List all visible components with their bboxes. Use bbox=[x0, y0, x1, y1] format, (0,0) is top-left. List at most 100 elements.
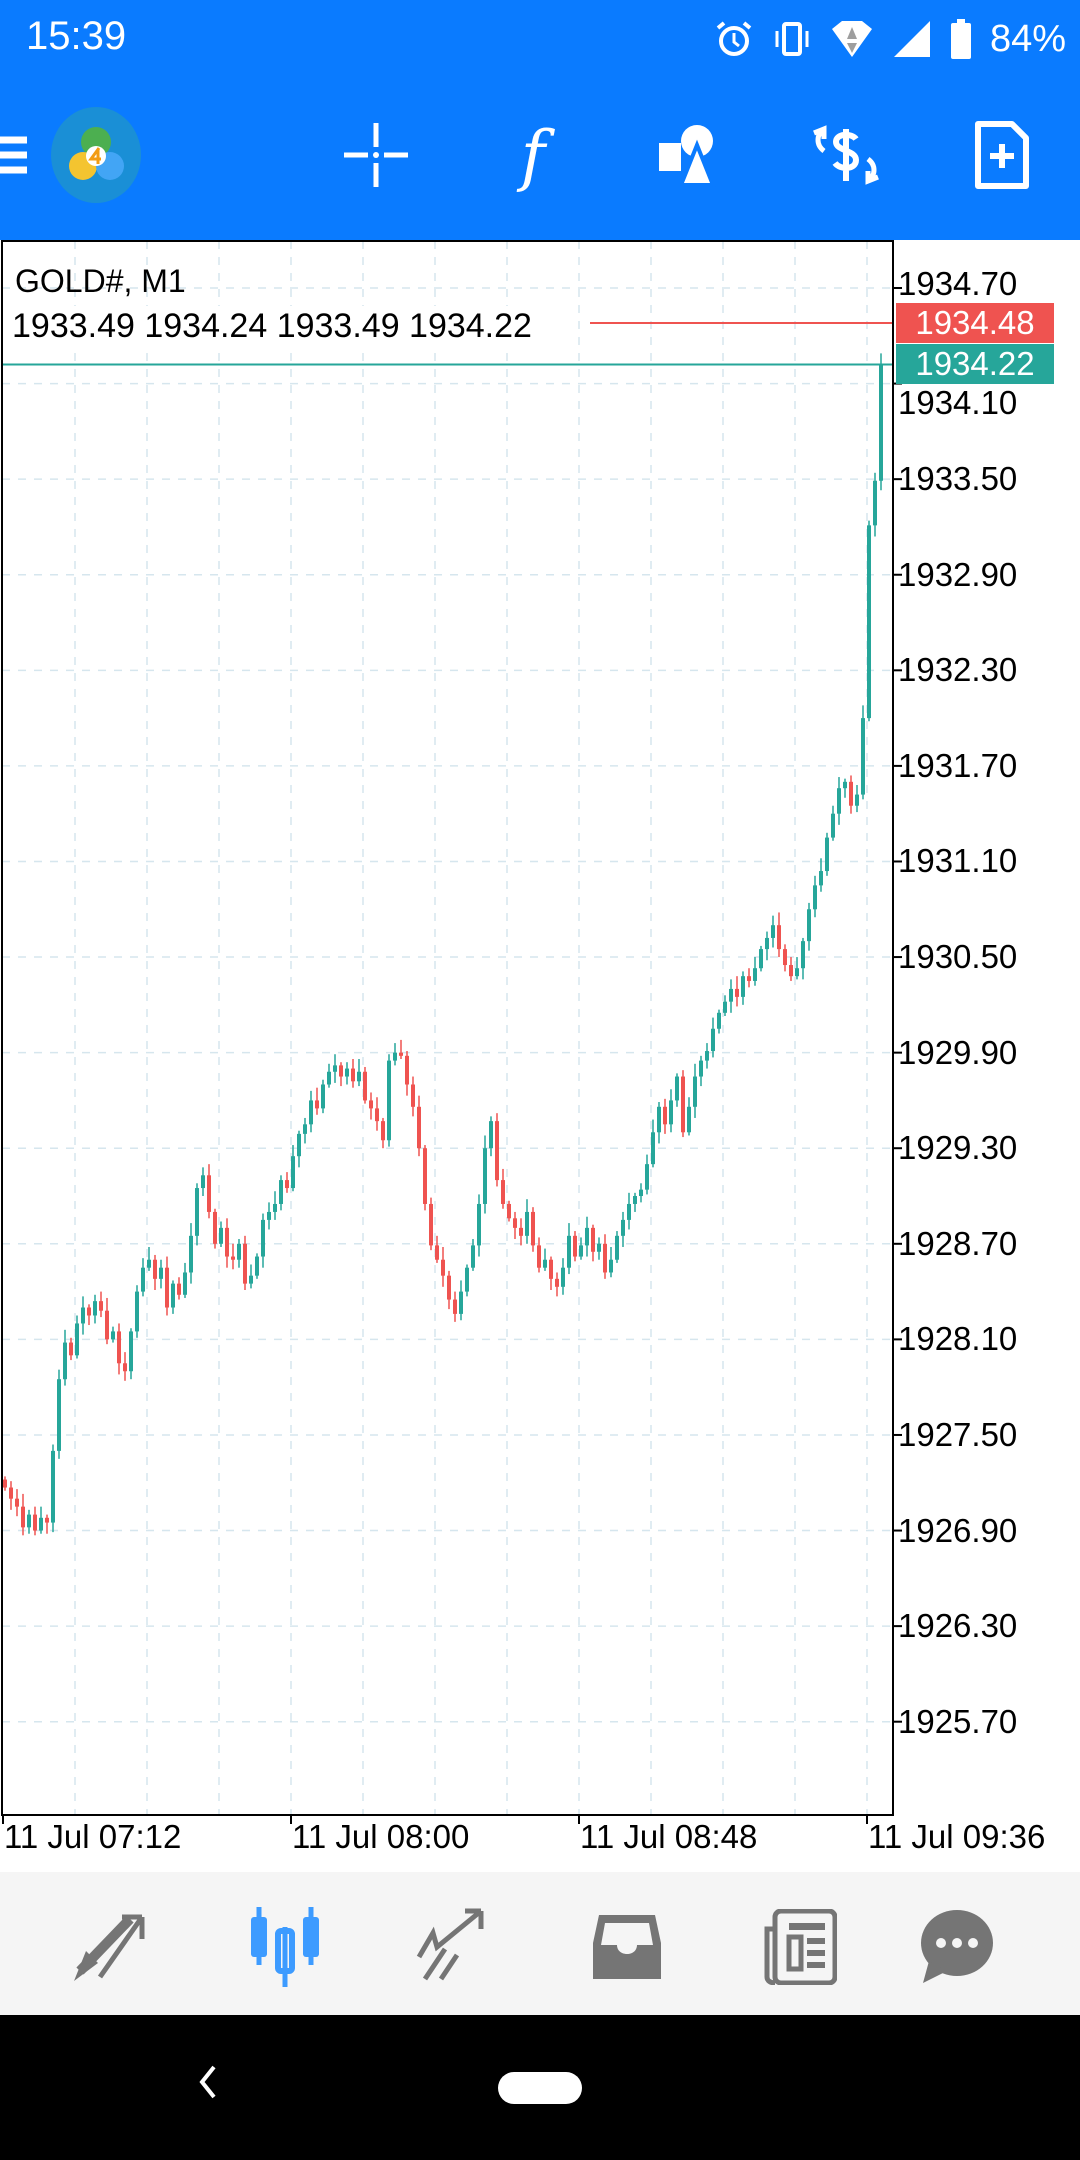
y-tick-label: 1934.70 bbox=[898, 265, 1018, 302]
candle-body bbox=[333, 1065, 337, 1072]
candle-body bbox=[681, 1076, 685, 1133]
candle-body bbox=[369, 1100, 373, 1109]
candle-body bbox=[135, 1291, 139, 1332]
candle-body bbox=[495, 1121, 499, 1181]
candle-body bbox=[327, 1071, 331, 1085]
candle-body bbox=[153, 1259, 157, 1279]
chart-frame bbox=[1, 240, 894, 1816]
candle-body bbox=[177, 1283, 181, 1295]
chart-grid bbox=[2, 241, 902, 1815]
indicators-icon[interactable]: f bbox=[520, 116, 546, 194]
candle-body bbox=[267, 1211, 271, 1220]
candle-body bbox=[261, 1219, 265, 1257]
candle-body bbox=[315, 1100, 319, 1109]
news-icon bbox=[764, 1909, 837, 1985]
candle-body bbox=[687, 1106, 691, 1133]
candle-body bbox=[501, 1180, 505, 1204]
candle-body bbox=[357, 1071, 361, 1082]
chart-icon bbox=[251, 1907, 319, 1987]
candle-body bbox=[255, 1256, 259, 1276]
candle-body bbox=[525, 1211, 529, 1236]
quotes-tab[interactable] bbox=[65, 1902, 155, 1992]
candle-body bbox=[129, 1331, 133, 1372]
candle-body bbox=[21, 1506, 25, 1528]
candle-body bbox=[27, 1514, 31, 1528]
candle-body bbox=[645, 1164, 649, 1190]
messages-tab[interactable] bbox=[912, 1902, 1002, 1992]
quotes-icon bbox=[74, 1914, 145, 1981]
x-tick-label: 11 Jul 07:12 bbox=[4, 1818, 182, 1855]
candle-body bbox=[189, 1235, 193, 1273]
candle-body bbox=[441, 1259, 445, 1276]
ohlc-values: 1933.49 1934.24 1933.49 1934.22 bbox=[12, 306, 532, 346]
history-tab[interactable] bbox=[582, 1902, 672, 1992]
candle-body bbox=[651, 1132, 655, 1165]
app-logo[interactable] bbox=[50, 106, 142, 204]
candle-body bbox=[81, 1307, 85, 1324]
candle-body bbox=[213, 1211, 217, 1244]
candle-body bbox=[609, 1259, 613, 1273]
objects-icon[interactable] bbox=[649, 115, 729, 195]
crosshair-icon[interactable] bbox=[336, 115, 416, 195]
new-order-icon[interactable] bbox=[962, 115, 1042, 195]
candle-body bbox=[147, 1259, 151, 1268]
candle-body bbox=[51, 1450, 55, 1523]
candle-body bbox=[99, 1301, 103, 1311]
candle-body bbox=[675, 1076, 679, 1101]
candle-body bbox=[639, 1189, 643, 1197]
candle-body bbox=[861, 718, 865, 795]
battery-level: 84% bbox=[989, 17, 1066, 60]
candle-body bbox=[657, 1106, 661, 1133]
candle-body bbox=[561, 1267, 565, 1287]
signal-icon bbox=[893, 21, 930, 57]
candle-body bbox=[375, 1108, 379, 1122]
candle-body bbox=[621, 1219, 625, 1236]
trade-icon bbox=[416, 1908, 484, 1981]
candle-body bbox=[363, 1071, 367, 1101]
candle-body bbox=[813, 885, 817, 910]
candle-body bbox=[243, 1243, 247, 1284]
candle-body bbox=[597, 1243, 601, 1252]
candle-body bbox=[459, 1291, 463, 1314]
candle-body bbox=[669, 1100, 673, 1125]
candle-body bbox=[849, 781, 853, 806]
candle-body bbox=[159, 1267, 163, 1279]
candle-body bbox=[801, 941, 805, 969]
y-tick-label: 1929.90 bbox=[898, 1034, 1018, 1071]
back-icon[interactable] bbox=[196, 2065, 220, 2099]
chart-tab[interactable] bbox=[240, 1902, 330, 1992]
candle-body bbox=[399, 1052, 403, 1056]
price-lines bbox=[2, 322, 893, 366]
candle-body bbox=[771, 925, 775, 938]
home-button[interactable] bbox=[498, 2072, 582, 2104]
symbol-change-icon[interactable] bbox=[806, 115, 886, 195]
candle-body bbox=[171, 1283, 175, 1308]
candle-body bbox=[3, 1479, 7, 1488]
candle-body bbox=[447, 1275, 451, 1300]
wifi-icon bbox=[831, 21, 872, 57]
candle-body bbox=[873, 480, 877, 526]
candle-body bbox=[183, 1272, 187, 1295]
candle-body bbox=[489, 1121, 493, 1149]
candle-body bbox=[105, 1310, 109, 1340]
candle-body bbox=[219, 1227, 223, 1244]
candle-body bbox=[339, 1065, 343, 1077]
news-tab[interactable] bbox=[754, 1902, 844, 1992]
trade-tab[interactable] bbox=[410, 1902, 500, 1992]
y-tick-label: 1926.90 bbox=[898, 1512, 1018, 1549]
price-chart[interactable] bbox=[0, 0, 1080, 1872]
candles bbox=[3, 353, 883, 1536]
candle-body bbox=[867, 525, 871, 719]
candle-body bbox=[63, 1342, 67, 1380]
status-icons: 84% bbox=[714, 14, 1066, 64]
candle-body bbox=[411, 1084, 415, 1107]
y-tick-label: 1927.50 bbox=[898, 1416, 1018, 1453]
candle-body bbox=[843, 781, 847, 789]
candle-body bbox=[879, 364, 883, 481]
candle-body bbox=[15, 1498, 19, 1507]
menu-icon[interactable] bbox=[0, 115, 62, 195]
candle-body bbox=[249, 1275, 253, 1284]
candle-body bbox=[111, 1331, 115, 1340]
candle-body bbox=[477, 1203, 481, 1246]
candle-body bbox=[753, 968, 757, 981]
